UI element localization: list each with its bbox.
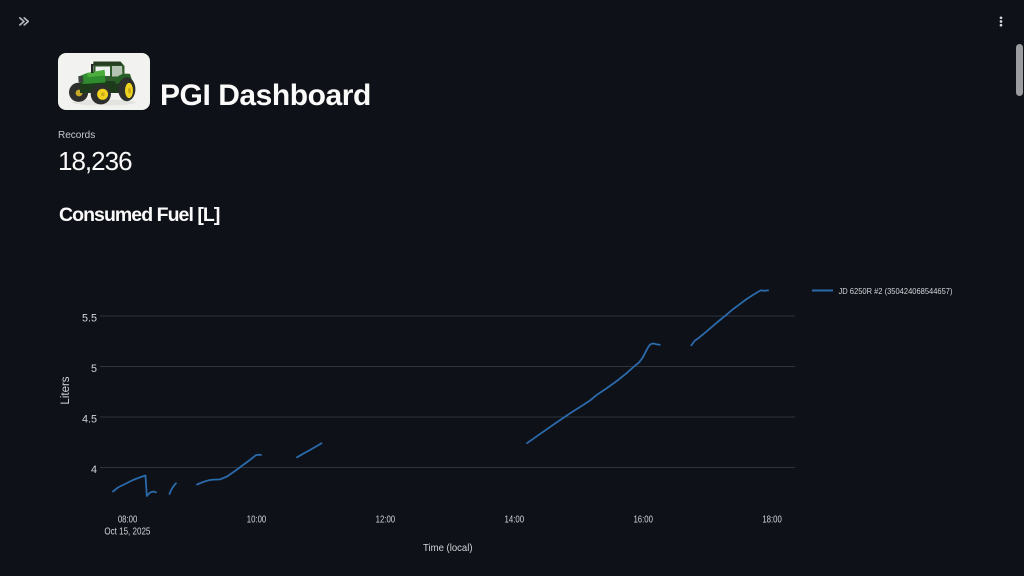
svg-text:18:00: 18:00 bbox=[762, 514, 782, 526]
svg-text:4: 4 bbox=[91, 464, 97, 476]
svg-text:Liters: Liters bbox=[60, 376, 72, 404]
svg-text:16:00: 16:00 bbox=[633, 514, 653, 526]
svg-text:JD 6250R #2 (350424068544657): JD 6250R #2 (350424068544657) bbox=[839, 286, 953, 296]
svg-text:08:00: 08:00 bbox=[118, 514, 138, 526]
svg-text:12:00: 12:00 bbox=[376, 514, 396, 526]
svg-text:Time (local): Time (local) bbox=[423, 542, 473, 554]
svg-text:Oct 15, 2025: Oct 15, 2025 bbox=[104, 526, 150, 538]
svg-text:14:00: 14:00 bbox=[505, 514, 525, 526]
svg-text:10:00: 10:00 bbox=[247, 514, 267, 526]
svg-text:5.5: 5.5 bbox=[82, 312, 97, 324]
svg-text:5: 5 bbox=[91, 363, 97, 375]
svg-text:4.5: 4.5 bbox=[82, 413, 97, 425]
